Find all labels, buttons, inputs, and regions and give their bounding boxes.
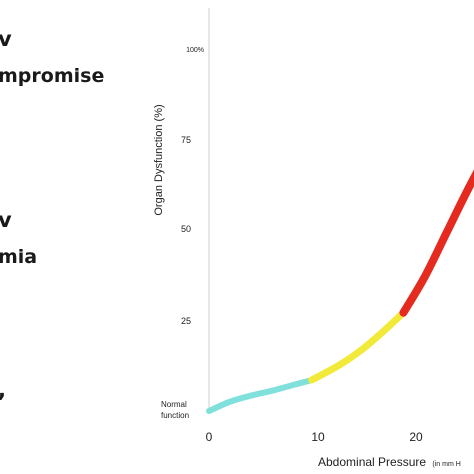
x-axis-label-main: Abdominal Pressure <box>318 455 426 469</box>
y-tick-label: 25 <box>181 316 191 326</box>
left-panel-line-5: , <box>0 378 6 402</box>
x-tick-label: 10 <box>311 430 325 444</box>
y-tick-label: 50 <box>181 224 191 234</box>
x-tick-label: 20 <box>409 430 423 444</box>
curve-segment-normal <box>206 377 315 414</box>
x-tick-labels: 0 10 20 <box>206 430 423 444</box>
curve-group <box>206 169 474 414</box>
left-panel-line-3: v <box>0 208 12 232</box>
left-panel-line-4: mia <box>0 246 37 268</box>
y-tick-label: 75 <box>181 135 191 145</box>
x-axis-label-unit: (in mm H <box>432 461 460 468</box>
y-tick-label: 100% <box>186 47 204 54</box>
normal-function-annotation-line-1: Normal <box>161 400 187 409</box>
y-axis-label: Organ Dysfunction (%) <box>153 104 165 215</box>
left-panel-line-1: v <box>0 27 12 51</box>
y-tick-labels: 25 50 75 100% <box>181 47 204 326</box>
left-panel-line-2: mpromise <box>0 65 104 87</box>
normal-function-annotation-line-2: function <box>161 411 189 420</box>
left-panel: v mpromise v mia , <box>0 27 104 402</box>
curve-segment-moderate <box>308 309 407 384</box>
curve-segment-severe <box>399 169 474 317</box>
x-axis-label: Abdominal Pressure (in mm H <box>318 455 461 469</box>
x-tick-label: 0 <box>206 430 213 444</box>
